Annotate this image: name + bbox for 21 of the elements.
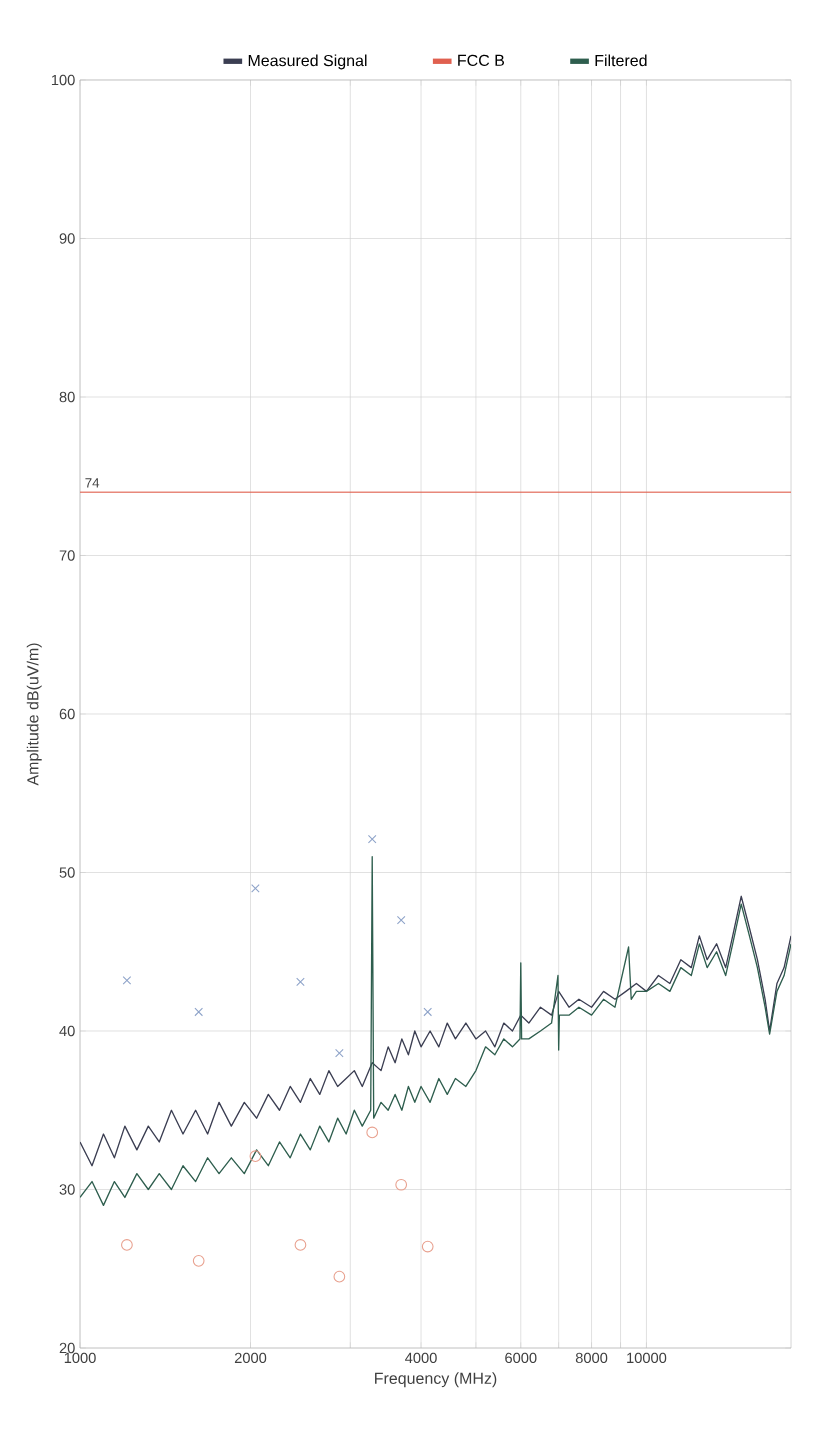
y-tick-label: 20 — [59, 1342, 75, 1354]
y-tick-label: 70 — [59, 550, 75, 561]
y-tick-label: 30 — [59, 1184, 75, 1195]
legend-label: Measured Signal — [248, 54, 367, 70]
x-tick-label: 6000 — [505, 1352, 537, 1364]
x-tick-label: 2000 — [234, 1352, 267, 1364]
x-tick-label: 4000 — [405, 1352, 437, 1364]
x-tick-label: 8000 — [575, 1352, 608, 1364]
y-tick-label: 80 — [59, 391, 75, 403]
y-tick-label: 40 — [59, 1025, 75, 1037]
x-tick-label: 10000 — [627, 1352, 667, 1364]
x-tick-label: 1000 — [64, 1352, 96, 1364]
y-tick-label: 90 — [59, 233, 75, 244]
y-tick-label: 50 — [59, 867, 75, 878]
y-axis-title: Amplitude dB(uV/m) — [26, 643, 42, 786]
x-axis-title: Frequency (MHz) — [375, 1372, 497, 1388]
y-tick-label: 100 — [51, 74, 75, 86]
legend-label: FCC B — [458, 54, 505, 66]
annotation: 74 — [85, 478, 100, 488]
legend-label: Filtered — [595, 54, 647, 67]
y-tick-label: 60 — [59, 708, 75, 720]
